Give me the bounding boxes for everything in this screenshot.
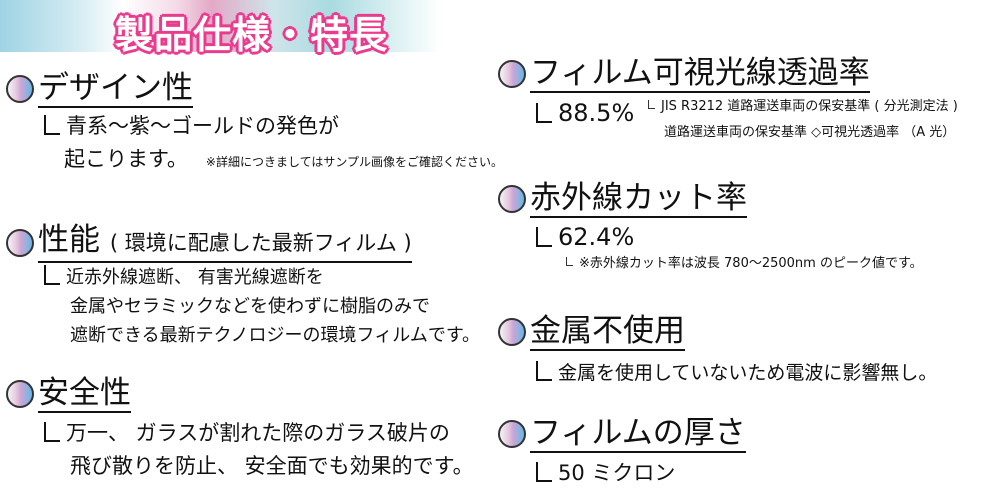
body-line: 万一、 ガラスが割れた際のガラス破片の	[66, 421, 450, 445]
body-line: 遮断できる最新テクノロジーの環境フィルムです。	[70, 325, 481, 346]
orb-bullet-icon	[498, 60, 526, 88]
value: 88.5%	[558, 99, 635, 127]
section-safety: 安全性 万一、 ガラスが割れた際のガラス破片の 飛び散りを防止、 安全面でも効果…	[6, 375, 474, 483]
section-title: 安全性	[38, 375, 131, 413]
corner-icon	[536, 103, 552, 123]
section-subtitle: ( 環境に配慮した最新フィルム )	[109, 231, 412, 255]
section-design: デザイン性 青系～紫～ゴールドの発色が 起こります。 ※詳細につきましてはサンプル…	[6, 70, 503, 179]
body-line: 近赤外線遮断、 有害光線遮断を	[66, 267, 324, 288]
section-title: 金属不使用	[530, 313, 685, 351]
note: ※赤外線カット率は波長 780～2500nm のピーク値です。	[579, 256, 923, 271]
section-visible-light-transmittance: フィルム可視光線透過率 88.5% JIS R3212 道路運送車両の保安基準 …	[498, 55, 958, 157]
note: 道路運送車両の保安基準 ◇可視光透過率 （A 光）	[664, 125, 956, 140]
body-line: 起こります。	[64, 147, 188, 171]
orb-bullet-icon	[6, 75, 34, 103]
corner-icon	[536, 462, 552, 482]
corner-icon	[566, 257, 573, 266]
corner-icon	[536, 361, 552, 381]
section-metal-free: 金属不使用 金属を使用していないため電波に影響無し。	[498, 313, 937, 390]
body-line: 飛び散りを防止、 安全面でも効果的です。	[70, 454, 474, 478]
value: 62.4%	[558, 223, 635, 251]
corner-icon	[536, 227, 552, 247]
section-title: フィルム可視光線透過率	[530, 55, 870, 93]
title-text: 性能	[38, 222, 100, 258]
orb-bullet-icon	[6, 380, 34, 408]
value: 金属を使用していないため電波に影響無し。	[558, 362, 938, 384]
section-film-thickness: フィルムの厚さ 50 ミクロン	[498, 415, 746, 490]
orb-bullet-icon	[498, 185, 526, 213]
corner-icon	[648, 100, 655, 109]
orb-bullet-icon	[498, 420, 526, 448]
orb-bullet-icon	[6, 228, 34, 257]
section-performance: 性能 ( 環境に配慮した最新フィルム ) 近赤外線遮断、 有害光線遮断を 金属や…	[6, 222, 480, 350]
section-title: デザイン性	[38, 70, 193, 108]
note: ※詳細につきましてはサンプル画像をご確認ください。	[205, 155, 504, 169]
section-title: 性能 ( 環境に配慮した最新フィルム )	[38, 222, 412, 263]
note: JIS R3212 道路運送車両の保安基準 ( 分光測定法 )	[661, 99, 958, 114]
corner-icon	[44, 422, 60, 442]
body-line: 金属やセラミックなどを使わずに樹脂のみで	[70, 296, 430, 317]
section-infrared-cut: 赤外線カット率 62.4% ※赤外線カット率は波長 780～2500nm のピー…	[498, 180, 923, 271]
value: 50 ミクロン	[558, 461, 676, 485]
section-title: 赤外線カット率	[530, 180, 747, 218]
banner-title: 製品仕様・特長	[115, 13, 389, 57]
header-banner: 製品仕様・特長	[0, 0, 440, 57]
section-title: フィルムの厚さ	[530, 415, 746, 453]
orb-bullet-icon	[498, 318, 526, 346]
corner-icon	[44, 265, 60, 285]
corner-icon	[44, 115, 60, 135]
body-line: 青系～紫～ゴールドの発色が	[66, 114, 339, 138]
